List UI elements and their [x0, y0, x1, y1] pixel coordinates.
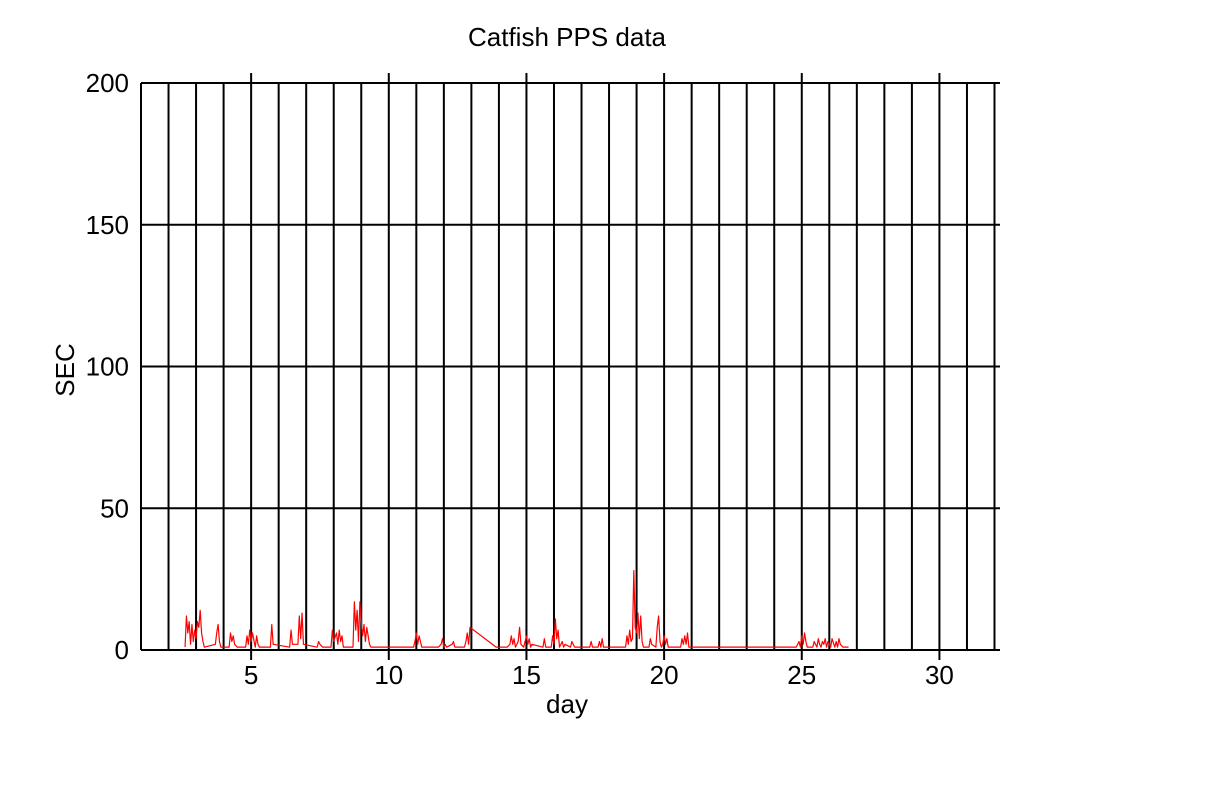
- y-axis-label: SEC: [50, 343, 80, 396]
- series-line: [184, 570, 849, 648]
- x-tick-label: 10: [374, 660, 403, 690]
- chart-title: Catfish PPS data: [468, 22, 667, 52]
- grid-lines: [141, 82, 1000, 650]
- x-axis-label: day: [546, 689, 588, 719]
- data-series: [184, 570, 849, 648]
- tick-labels: 5 10 15 20 25 30 0 50 100 150 200: [86, 68, 954, 690]
- y-tick-label: 200: [86, 68, 129, 98]
- y-tick-label: 150: [86, 210, 129, 240]
- y-tick-label: 0: [115, 635, 129, 665]
- x-tick-label: 30: [925, 660, 954, 690]
- x-tick-label: 25: [787, 660, 816, 690]
- y-tick-label: 50: [100, 493, 129, 523]
- y-tick-label: 100: [86, 352, 129, 382]
- axes: [140, 73, 1000, 660]
- x-tick-label: 15: [512, 660, 541, 690]
- x-tick-label: 20: [650, 660, 679, 690]
- x-tick-label: 5: [244, 660, 258, 690]
